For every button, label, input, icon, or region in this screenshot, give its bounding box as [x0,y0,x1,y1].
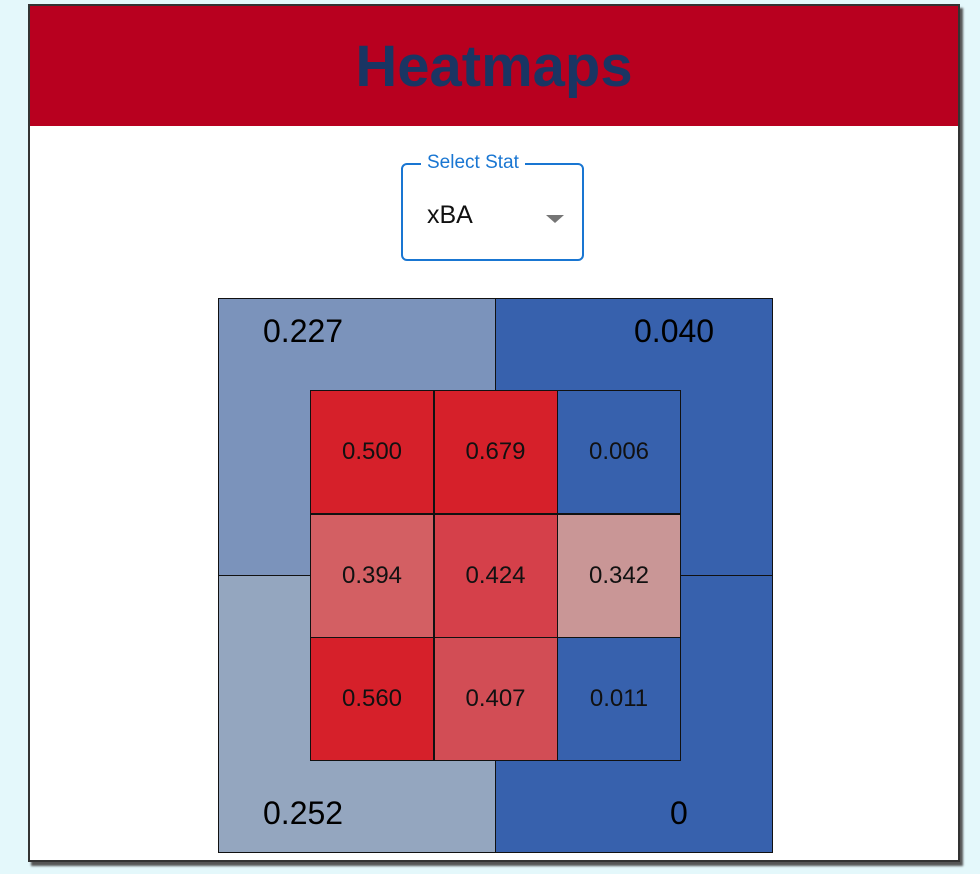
zone-cell: 0.424 [433,513,558,638]
title: Heatmaps [355,34,633,99]
zone-label: 0.252 [263,795,344,831]
zone-cell: 0.006 [557,390,681,514]
header: Heatmaps [30,6,958,126]
zone-cell: 0.342 [557,513,681,638]
stat-select[interactable]: Select Stat xBA [401,152,584,261]
zone-label: 0 [670,795,688,831]
zone-label: 0.227 [263,313,344,349]
zone-cell: 0.394 [310,513,434,638]
zone-cell: 0.500 [310,390,434,514]
zone-cell: 0.560 [310,637,434,761]
card: Heatmaps Select Stat xBA 0.227 0.040 0.2… [28,4,960,862]
zone-cell: 0.679 [433,390,558,514]
select-label: Select Stat [421,152,525,174]
dropdown-arrow [546,215,564,223]
zone-label: 0.040 [634,313,715,349]
zone-cell: 0.011 [557,637,681,761]
select-value: xBA [427,201,473,229]
zone-cell: 0.407 [433,637,558,761]
